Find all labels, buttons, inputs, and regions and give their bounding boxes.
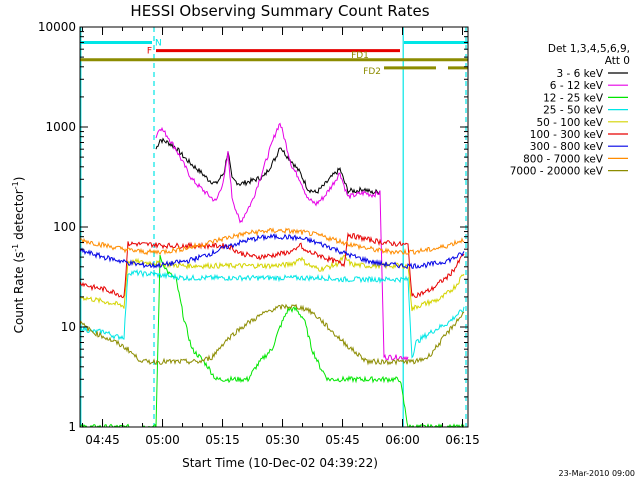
x-tick-label-6: 06:15 — [445, 433, 480, 447]
legend-header-line-2: Att 0 — [605, 55, 630, 67]
series-line-7 — [79, 227, 465, 256]
x-tick-label-3: 05:30 — [265, 433, 300, 447]
legend-label-6: 300 - 800 keV — [530, 141, 604, 153]
y-tick-label-4: 10000 — [38, 20, 76, 34]
mode-bar-label-fd1: FD1 — [351, 51, 369, 61]
series-line-5 — [79, 232, 465, 299]
series-line-0 — [155, 137, 381, 196]
legend-label-7: 800 - 7000 keV — [523, 153, 604, 165]
y-tick-label-2: 100 — [53, 220, 76, 234]
series-line-3 — [79, 268, 465, 359]
y-tick-label-0: 1 — [68, 420, 76, 434]
series-line-8 — [79, 303, 465, 366]
legend-label-0: 3 - 6 keV — [556, 68, 603, 80]
mode-bar-label-f: F — [147, 47, 152, 57]
mode-bar-label-fd2: FD2 — [363, 67, 381, 77]
legend-label-8: 7000 - 20000 keV — [510, 166, 604, 178]
mode-bar-label-n: N — [155, 38, 162, 48]
x-axis-label: Start Time (10-Dec-02 04:39:22) — [182, 456, 378, 470]
series-line-6 — [79, 233, 465, 270]
y-tick-label-1: 10 — [61, 320, 76, 334]
x-tick-label-5: 06:00 — [385, 433, 420, 447]
x-tick-label-1: 05:00 — [145, 433, 180, 447]
x-tick-label-2: 05:15 — [205, 433, 240, 447]
legend-label-2: 12 - 25 keV — [543, 92, 604, 104]
x-tick-label-4: 05:45 — [325, 433, 360, 447]
legend-label-5: 100 - 300 keV — [530, 129, 604, 141]
footer-date: 23-Mar-2010 09:00 — [559, 469, 636, 478]
chart-title: HESSI Observing Summary Count Rates — [130, 2, 429, 20]
series-line-1 — [155, 122, 409, 362]
series-line-2 — [79, 254, 465, 429]
legend-label-1: 6 - 12 keV — [550, 80, 604, 92]
legend-label-4: 50 - 100 keV — [536, 117, 603, 129]
y-axis-label: Count Rate (s-1 detector-1) — [11, 177, 26, 334]
y-tick-label-3: 1000 — [45, 120, 76, 134]
x-tick-label-0: 04:45 — [85, 433, 120, 447]
legend-label-3: 25 - 50 keV — [543, 105, 604, 117]
legend-header-line-1: Det 1,3,4,5,6,9, — [548, 43, 630, 55]
